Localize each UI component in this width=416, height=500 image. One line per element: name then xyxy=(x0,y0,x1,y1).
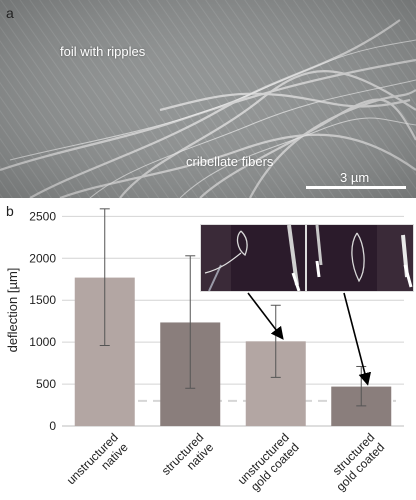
inset-arrow xyxy=(343,292,372,386)
foil-label: foil with ripples xyxy=(60,44,146,59)
y-tick-label: 500 xyxy=(36,377,56,391)
x-tick-label: structuredgold coated xyxy=(324,430,388,494)
panel-b-letter: b xyxy=(6,203,14,219)
inset-arrow xyxy=(247,292,284,340)
inset-arrows xyxy=(247,292,372,386)
deflection-bar-chart: 0 500 1000 1500 2000 2500 unstructurednative s… xyxy=(5,208,404,497)
scale-bar xyxy=(306,186,406,189)
y-axis-label: deflection [µm] xyxy=(5,268,20,353)
y-tick-label: 2500 xyxy=(29,209,56,223)
x-tick-label: unstructuredgold coated xyxy=(235,430,302,497)
y-tick-label: 0 xyxy=(49,419,56,433)
panel-a-letter: a xyxy=(6,5,14,21)
x-tick-label: unstructurednative xyxy=(64,430,131,497)
fibers-label: cribellate fibers xyxy=(186,154,274,169)
scale-bar-label: 3 µm xyxy=(340,170,370,185)
x-tick-labels: unstructurednative structurednative unstru… xyxy=(64,430,388,497)
sem-micrograph: a foil with ripples cribellate fibers 3 … xyxy=(0,0,416,198)
y-tick-labels: 0 500 1000 1500 2000 2500 xyxy=(29,209,56,433)
y-tick-label: 1000 xyxy=(29,335,56,349)
inset-photo-unstructured-gold xyxy=(200,224,306,292)
sem-micrograph-image xyxy=(0,0,416,198)
y-tick-label: 1500 xyxy=(29,293,56,307)
error-bars xyxy=(99,208,367,407)
inset-photo-structured-gold xyxy=(306,224,414,292)
y-tick-label: 2000 xyxy=(29,251,56,265)
x-tick-label: structurednative xyxy=(159,430,217,488)
